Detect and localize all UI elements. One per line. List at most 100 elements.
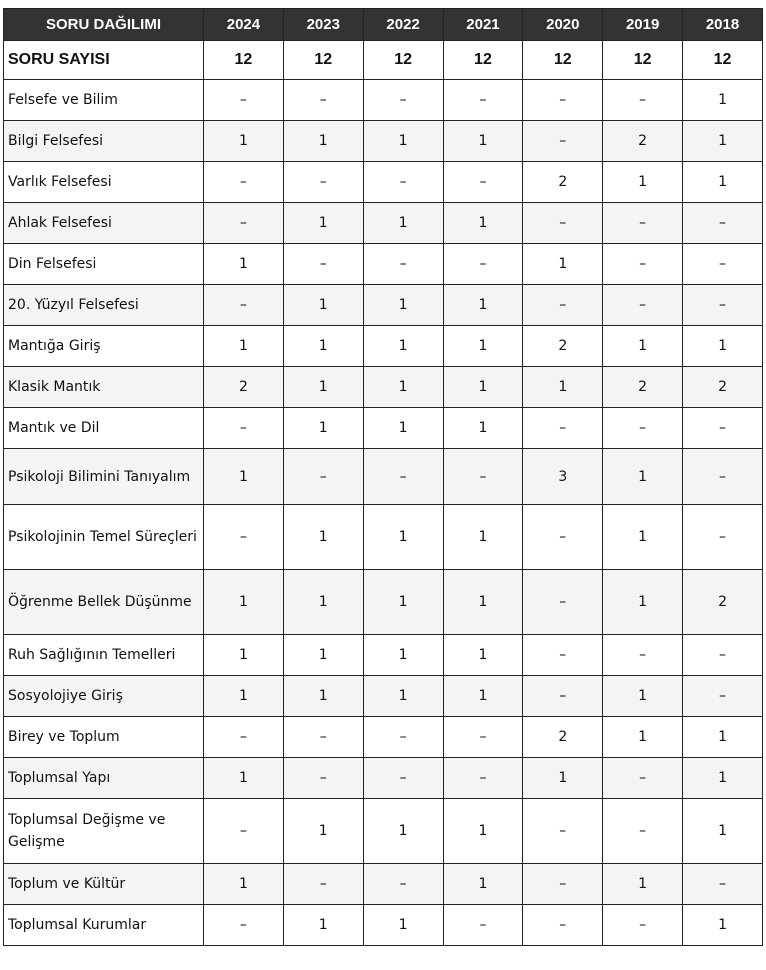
question-count: – — [682, 863, 763, 905]
table-row: Psikolojinin Temel Süreçleri –1 1 1–1– — [3, 504, 763, 570]
question-count: 12 — [522, 40, 604, 80]
question-count: – — [282, 161, 364, 203]
table-row: SORU SAYISI 12 12 12 12 12 12 12 — [3, 40, 763, 80]
question-count: 1 — [282, 120, 364, 162]
table-row: Ahlak Felsefesi –1 1 1– – – — [3, 202, 763, 244]
question-count: 1 — [362, 904, 444, 946]
question-count: 1 — [362, 202, 444, 244]
question-count: 1 — [442, 504, 524, 570]
question-count: 2 — [602, 120, 684, 162]
topic-label: SORU SAYISI — [3, 40, 204, 80]
topic-label: Din Felsefesi — [3, 243, 204, 285]
question-count: 1 — [602, 504, 684, 570]
topic-label: Klasik Mantık — [3, 366, 204, 408]
question-count: 1 — [282, 366, 364, 408]
question-count: 1 — [602, 675, 684, 717]
question-count: 1 — [203, 325, 284, 367]
table-row: Toplumsal Yapı 1– – –1–1 — [3, 757, 763, 799]
question-count: – — [203, 202, 284, 244]
question-count: – — [682, 448, 763, 505]
question-count: 1 — [282, 284, 364, 326]
question-count: 1 — [602, 863, 684, 905]
table-row: Mantık ve Dil –1 1 1– – – — [3, 407, 763, 449]
question-count: 2 — [522, 716, 604, 758]
table-row: Sosyolojiye Giriş 1 1 1 1–1– — [3, 675, 763, 717]
question-count: 1 — [442, 798, 524, 864]
question-count: – — [203, 904, 284, 946]
question-count: – — [682, 284, 763, 326]
question-count: – — [282, 863, 364, 905]
question-count: – — [682, 675, 763, 717]
question-count: – — [522, 863, 604, 905]
table-row: Mantığa Giriş 1 1 1 1 2 1 1 — [3, 325, 763, 367]
question-count: 1 — [442, 634, 524, 676]
table-row: Toplumsal Kurumlar –1 1– – –1 — [3, 904, 763, 946]
question-count: 1 — [203, 757, 284, 799]
question-count: 2 — [682, 366, 763, 408]
header-year: 2023 — [282, 8, 364, 41]
topic-label: Felsefe ve Bilim — [3, 79, 204, 121]
question-count: 1 — [282, 407, 364, 449]
question-count: – — [442, 904, 524, 946]
question-count: 12 — [442, 40, 524, 80]
question-count: 1 — [442, 366, 524, 408]
table-row: Din Felsefesi 1– – –1– – — [3, 243, 763, 285]
question-count: – — [682, 407, 763, 449]
question-count: 1 — [522, 757, 604, 799]
question-count: – — [602, 904, 684, 946]
question-count: 1 — [602, 716, 684, 758]
header-year: 2019 — [602, 8, 684, 41]
header-title: SORU DAĞILIMI — [3, 8, 204, 41]
question-count: – — [682, 504, 763, 570]
table-row: Klasik Mantık 2 1 1 1 1 2 2 — [3, 366, 763, 408]
question-count: 1 — [602, 448, 684, 505]
question-count: 2 — [602, 366, 684, 408]
question-count: – — [362, 161, 444, 203]
question-count: – — [602, 79, 684, 121]
table-row: Birey ve Toplum – – – –2 1 1 — [3, 716, 763, 758]
topic-label: Mantık ve Dil — [3, 407, 204, 449]
question-count: – — [282, 757, 364, 799]
question-count: 1 — [362, 569, 444, 635]
question-count: 1 — [203, 634, 284, 676]
question-count: – — [442, 79, 524, 121]
question-count: 1 — [682, 798, 763, 864]
question-count: – — [682, 634, 763, 676]
question-count: 1 — [203, 120, 284, 162]
topic-label: Psikolojinin Temel Süreçleri — [3, 504, 204, 570]
question-count: 12 — [682, 40, 763, 80]
question-count: 1 — [203, 863, 284, 905]
question-count: 1 — [282, 504, 364, 570]
question-count: – — [522, 79, 604, 121]
question-count: – — [362, 448, 444, 505]
question-count: – — [522, 120, 604, 162]
header-year: 2024 — [203, 8, 284, 41]
question-count: – — [602, 284, 684, 326]
question-count: 12 — [602, 40, 684, 80]
question-count: – — [602, 243, 684, 285]
table-row: Toplumsal Değişme ve Gelişme –1 1 1– –1 — [3, 798, 763, 864]
question-count: – — [522, 634, 604, 676]
question-count: 12 — [203, 40, 284, 80]
question-count: 1 — [282, 569, 364, 635]
question-count: 1 — [522, 366, 604, 408]
topic-label: Öğrenme Bellek Düşünme — [3, 569, 204, 635]
question-count: – — [203, 284, 284, 326]
question-count: – — [522, 202, 604, 244]
question-count: 3 — [522, 448, 604, 505]
question-count: 1 — [442, 284, 524, 326]
table-row: Bilgi Felsefesi 1 1 1 1–2 1 — [3, 120, 763, 162]
topic-label: Psikoloji Bilimini Tanıyalım — [3, 448, 204, 505]
question-count: – — [203, 504, 284, 570]
question-count: – — [442, 448, 524, 505]
question-count: – — [522, 904, 604, 946]
question-count: 1 — [362, 675, 444, 717]
question-count: 1 — [282, 325, 364, 367]
question-count: 1 — [282, 904, 364, 946]
question-count: 1 — [362, 634, 444, 676]
question-count: 1 — [442, 863, 524, 905]
question-count: – — [362, 716, 444, 758]
question-count: – — [203, 161, 284, 203]
question-count: 2 — [522, 161, 604, 203]
question-count: 1 — [203, 569, 284, 635]
